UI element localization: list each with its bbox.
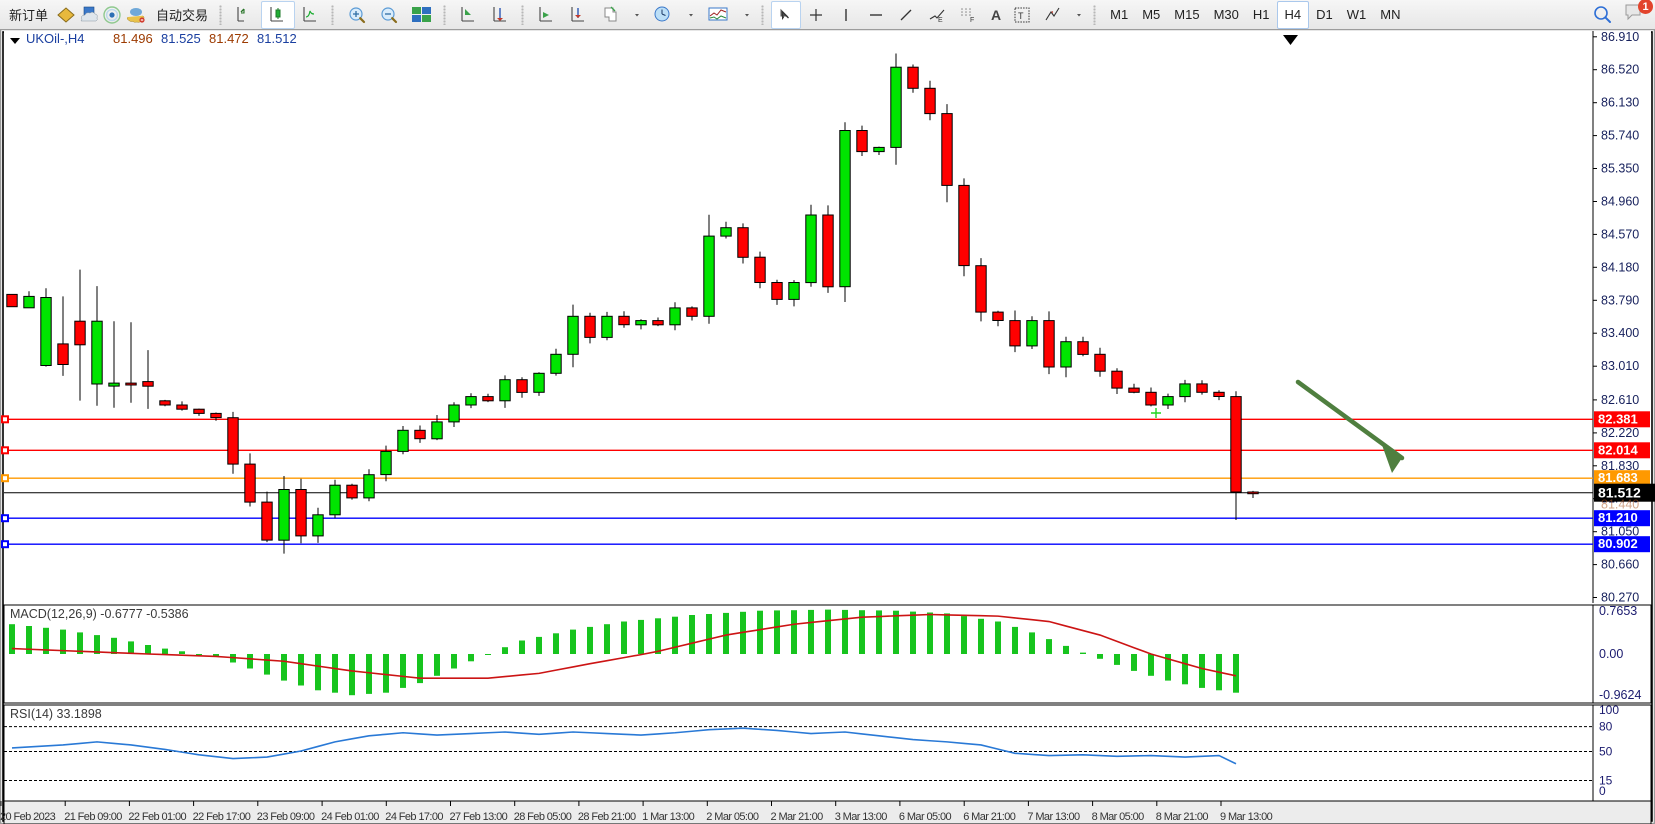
svg-text:81.210: 81.210 <box>1598 510 1638 525</box>
svg-text:-0.9624: -0.9624 <box>1599 688 1641 702</box>
svg-text:85.350: 85.350 <box>1601 162 1639 176</box>
svg-text:1 Mar 13:00: 1 Mar 13:00 <box>642 811 695 823</box>
svg-text:27 Feb 13:00: 27 Feb 13:00 <box>450 811 508 823</box>
svg-text:100: 100 <box>1599 703 1619 717</box>
svg-text:82.220: 82.220 <box>1601 426 1639 440</box>
svg-text:0: 0 <box>1599 784 1606 798</box>
svg-text:3 Mar 13:00: 3 Mar 13:00 <box>835 811 888 823</box>
svg-text:7 Mar 13:00: 7 Mar 13:00 <box>1027 811 1080 823</box>
svg-text:80.270: 80.270 <box>1601 591 1639 605</box>
svg-text:T: T <box>1018 11 1024 21</box>
svg-text:81.525: 81.525 <box>161 31 201 46</box>
svg-text:UKOil-,H4: UKOil-,H4 <box>26 31 85 46</box>
svg-text:8 Mar 05:00: 8 Mar 05:00 <box>1092 811 1145 823</box>
svg-text:81.472: 81.472 <box>209 31 249 46</box>
svg-text:83.010: 83.010 <box>1601 359 1639 373</box>
svg-text:RSI(14) 33.1898: RSI(14) 33.1898 <box>10 707 102 721</box>
svg-text:84.180: 84.180 <box>1601 260 1639 274</box>
svg-text:8 Mar 21:00: 8 Mar 21:00 <box>1156 811 1209 823</box>
svg-text:28 Feb 21:00: 28 Feb 21:00 <box>578 811 636 823</box>
svg-text:23 Feb 09:00: 23 Feb 09:00 <box>257 811 315 823</box>
svg-text:2 Mar 21:00: 2 Mar 21:00 <box>771 811 824 823</box>
svg-text:80.660: 80.660 <box>1601 558 1639 572</box>
svg-text:82.014: 82.014 <box>1598 442 1639 457</box>
svg-text:83.400: 83.400 <box>1601 326 1639 340</box>
svg-text:24 Feb 17:00: 24 Feb 17:00 <box>385 811 443 823</box>
svg-text:84.960: 84.960 <box>1601 195 1639 209</box>
svg-text:82.610: 82.610 <box>1601 393 1639 407</box>
svg-text:86.520: 86.520 <box>1601 63 1639 77</box>
svg-text:6 Mar 21:00: 6 Mar 21:00 <box>963 811 1016 823</box>
svg-text:84.570: 84.570 <box>1601 227 1639 241</box>
svg-text:80.902: 80.902 <box>1598 536 1638 551</box>
svg-text:24 Feb 01:00: 24 Feb 01:00 <box>321 811 379 823</box>
svg-text:E: E <box>938 17 943 24</box>
svg-text:86.130: 86.130 <box>1601 96 1639 110</box>
svg-text:28 Feb 05:00: 28 Feb 05:00 <box>514 811 572 823</box>
svg-text:81.512: 81.512 <box>257 31 297 46</box>
svg-text:0.7653: 0.7653 <box>1599 604 1637 618</box>
svg-text:83.790: 83.790 <box>1601 293 1639 307</box>
svg-text:80: 80 <box>1599 720 1613 734</box>
svg-text:81.683: 81.683 <box>1598 470 1638 485</box>
svg-text:50: 50 <box>1599 745 1613 759</box>
svg-text:MACD(12,26,9) -0.6777 -0.5386: MACD(12,26,9) -0.6777 -0.5386 <box>10 607 189 621</box>
svg-text:6 Mar 05:00: 6 Mar 05:00 <box>899 811 952 823</box>
svg-text:81.496: 81.496 <box>113 31 153 46</box>
svg-text:22 Feb 01:00: 22 Feb 01:00 <box>128 811 186 823</box>
svg-text:82.381: 82.381 <box>1598 411 1638 426</box>
svg-text:22 Feb 17:00: 22 Feb 17:00 <box>193 811 251 823</box>
svg-text:F: F <box>970 17 974 24</box>
svg-text:86.910: 86.910 <box>1601 30 1639 44</box>
svg-text:9 Mar 13:00: 9 Mar 13:00 <box>1220 811 1273 823</box>
svg-text:85.740: 85.740 <box>1601 129 1639 143</box>
svg-text:0.00: 0.00 <box>1599 647 1623 661</box>
svg-text:20 Feb 2023: 20 Feb 2023 <box>0 811 56 823</box>
svg-text:81.440: 81.440 <box>1601 498 1639 512</box>
svg-text:21 Feb 09:00: 21 Feb 09:00 <box>64 811 122 823</box>
svg-text:2 Mar 05:00: 2 Mar 05:00 <box>706 811 759 823</box>
